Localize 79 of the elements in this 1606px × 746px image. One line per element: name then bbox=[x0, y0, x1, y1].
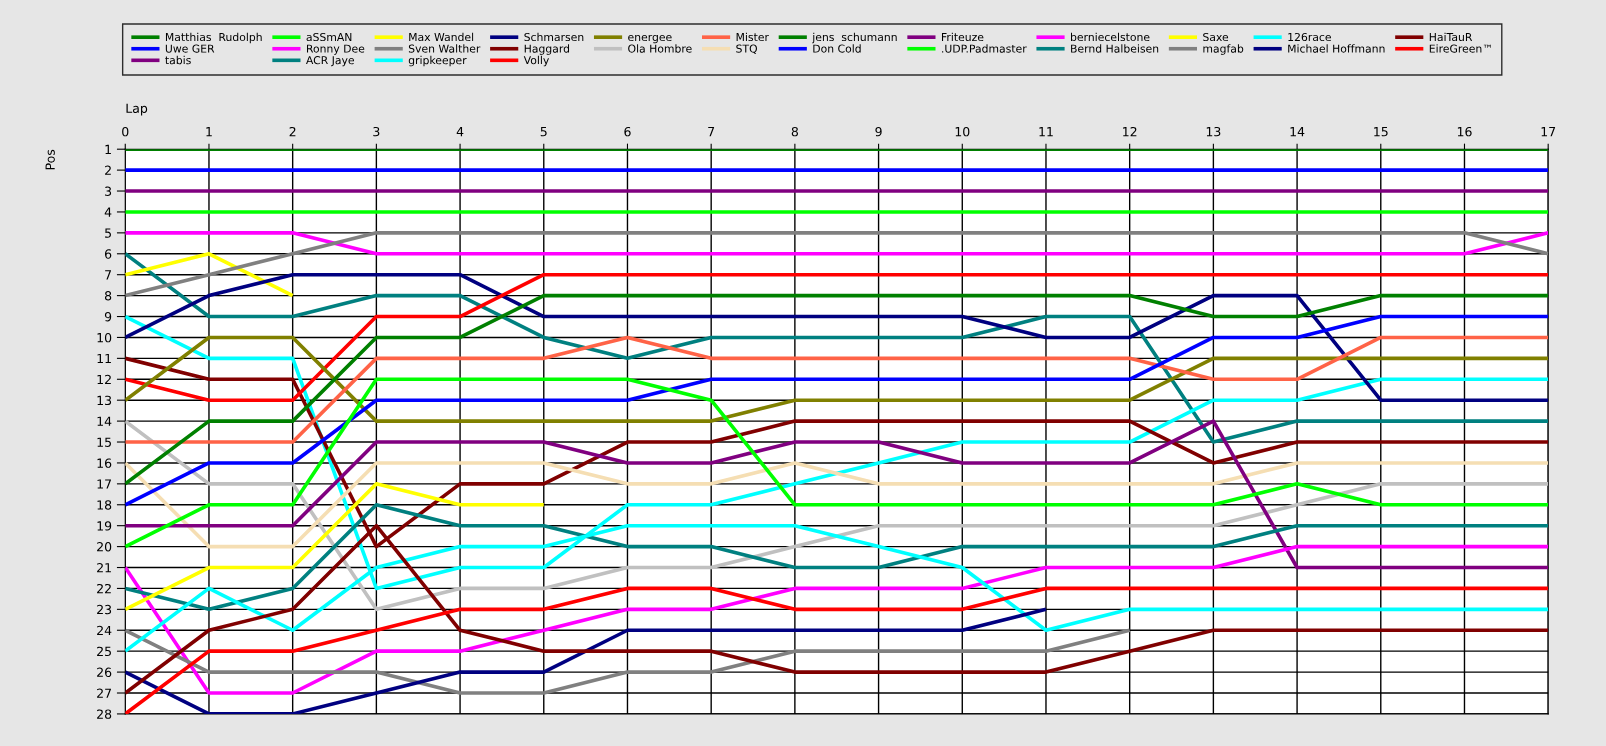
x-tick-label: 6 bbox=[624, 126, 631, 137]
y-tick-label: 26 bbox=[97, 667, 112, 678]
x-tick-label: 5 bbox=[540, 127, 547, 137]
x-tick-label: 2 bbox=[289, 126, 296, 137]
y-tick-label: 15 bbox=[97, 437, 111, 447]
legend-label: HaiTauR bbox=[1429, 32, 1473, 42]
legend-label: Friteuze bbox=[941, 32, 984, 42]
y-tick-label: 9 bbox=[104, 312, 112, 322]
y-tick-label: 25 bbox=[97, 646, 111, 657]
x-tick-label: 11 bbox=[1039, 127, 1053, 137]
y-tick-label: 22 bbox=[97, 583, 111, 594]
legend-label: Bernd Halbeisen bbox=[1071, 44, 1159, 53]
y-tick-label: 27 bbox=[97, 688, 111, 698]
legend-label: Mister bbox=[736, 32, 769, 42]
legend-label: aSSmAN bbox=[306, 32, 352, 42]
legend-label: Michael Hoffmann bbox=[1288, 44, 1385, 53]
x-tick-label: 17 bbox=[1541, 127, 1556, 137]
line-series bbox=[125, 607, 1048, 714]
y-tick-label: 24 bbox=[97, 625, 112, 636]
x-tick-label: 16 bbox=[1457, 126, 1472, 137]
legend-label: Schmarsen bbox=[524, 32, 584, 42]
legend-label: gripkeeper bbox=[408, 55, 467, 67]
y-tick-label: 1 bbox=[105, 144, 111, 154]
legend-label: Ronny Dee bbox=[306, 44, 365, 55]
x-tick-label: 14 bbox=[1290, 127, 1305, 137]
legend-label: 126race bbox=[1288, 32, 1331, 42]
y-tick-label: 7 bbox=[105, 270, 112, 280]
x-tick-label: 9 bbox=[875, 126, 882, 137]
legend-label: .UDP.Padmaster bbox=[942, 44, 1027, 53]
x-tick-label: 0 bbox=[122, 126, 129, 137]
y-tick-label: 28 bbox=[97, 709, 112, 719]
legend-label: ACR Jaye bbox=[306, 56, 355, 67]
legend-label: Don Cold bbox=[813, 44, 861, 53]
y-tick-label: 23 bbox=[97, 604, 112, 615]
y-tick-label: 18 bbox=[97, 500, 112, 510]
y-tick-label: 21 bbox=[97, 562, 111, 573]
y-tick-label: 2 bbox=[105, 165, 111, 175]
legend-label: EireGreen™ bbox=[1429, 44, 1491, 53]
y-tick-label: 12 bbox=[97, 374, 111, 385]
line-series bbox=[125, 628, 1132, 695]
legend-label: Haggard bbox=[524, 44, 570, 55]
legend-label: energee bbox=[628, 34, 672, 44]
y-tick-label: 13 bbox=[97, 395, 112, 406]
y-tick-label: 14 bbox=[97, 416, 112, 426]
legend-label: STQ bbox=[736, 44, 757, 54]
x-tick-label: 15 bbox=[1374, 127, 1388, 137]
x-axis-title: Lap bbox=[126, 103, 148, 116]
y-tick-label: 19 bbox=[97, 521, 112, 531]
legend-label: Volly bbox=[523, 55, 549, 67]
y-tick-label: 8 bbox=[104, 291, 112, 301]
y-tick-label: 10 bbox=[97, 332, 112, 343]
legend-label: berniecelstone bbox=[1071, 32, 1150, 42]
x-tick-label: 10 bbox=[955, 126, 970, 137]
legend-label: Sven Walther bbox=[408, 44, 481, 53]
x-tick-label: 4 bbox=[456, 127, 464, 137]
legend-label: Matthias Rudolph bbox=[165, 32, 262, 44]
y-tick-label: 6 bbox=[104, 249, 112, 259]
y-tick-label: 20 bbox=[97, 542, 112, 552]
x-tick-label: 8 bbox=[791, 126, 798, 137]
legend-label: Ola Hombre bbox=[628, 44, 692, 53]
legend-label: Uwe GER bbox=[165, 44, 215, 53]
y-tick-label: 16 bbox=[97, 458, 112, 468]
y-tick-label: 5 bbox=[105, 228, 111, 238]
y-tick-label: 3 bbox=[105, 186, 112, 196]
x-tick-label: 1 bbox=[206, 127, 212, 137]
y-tick-label: 4 bbox=[104, 207, 112, 217]
legend-label: tabis bbox=[165, 55, 191, 65]
y-tick-label: 17 bbox=[97, 479, 111, 489]
x-tick-label: 12 bbox=[1123, 126, 1137, 137]
legend-label: magfab bbox=[1203, 44, 1244, 55]
x-tick-label: 7 bbox=[708, 127, 715, 137]
x-tick-label: 13 bbox=[1206, 126, 1221, 137]
y-tick-label: 11 bbox=[97, 353, 111, 364]
y-axis-title: Pos bbox=[45, 149, 55, 170]
x-tick-label: 3 bbox=[373, 126, 380, 137]
line-series bbox=[125, 482, 546, 612]
legend-label: Saxe bbox=[1203, 32, 1229, 42]
legend-label: Max Wandel bbox=[409, 32, 474, 42]
legend-label: jens schumann bbox=[812, 32, 897, 44]
